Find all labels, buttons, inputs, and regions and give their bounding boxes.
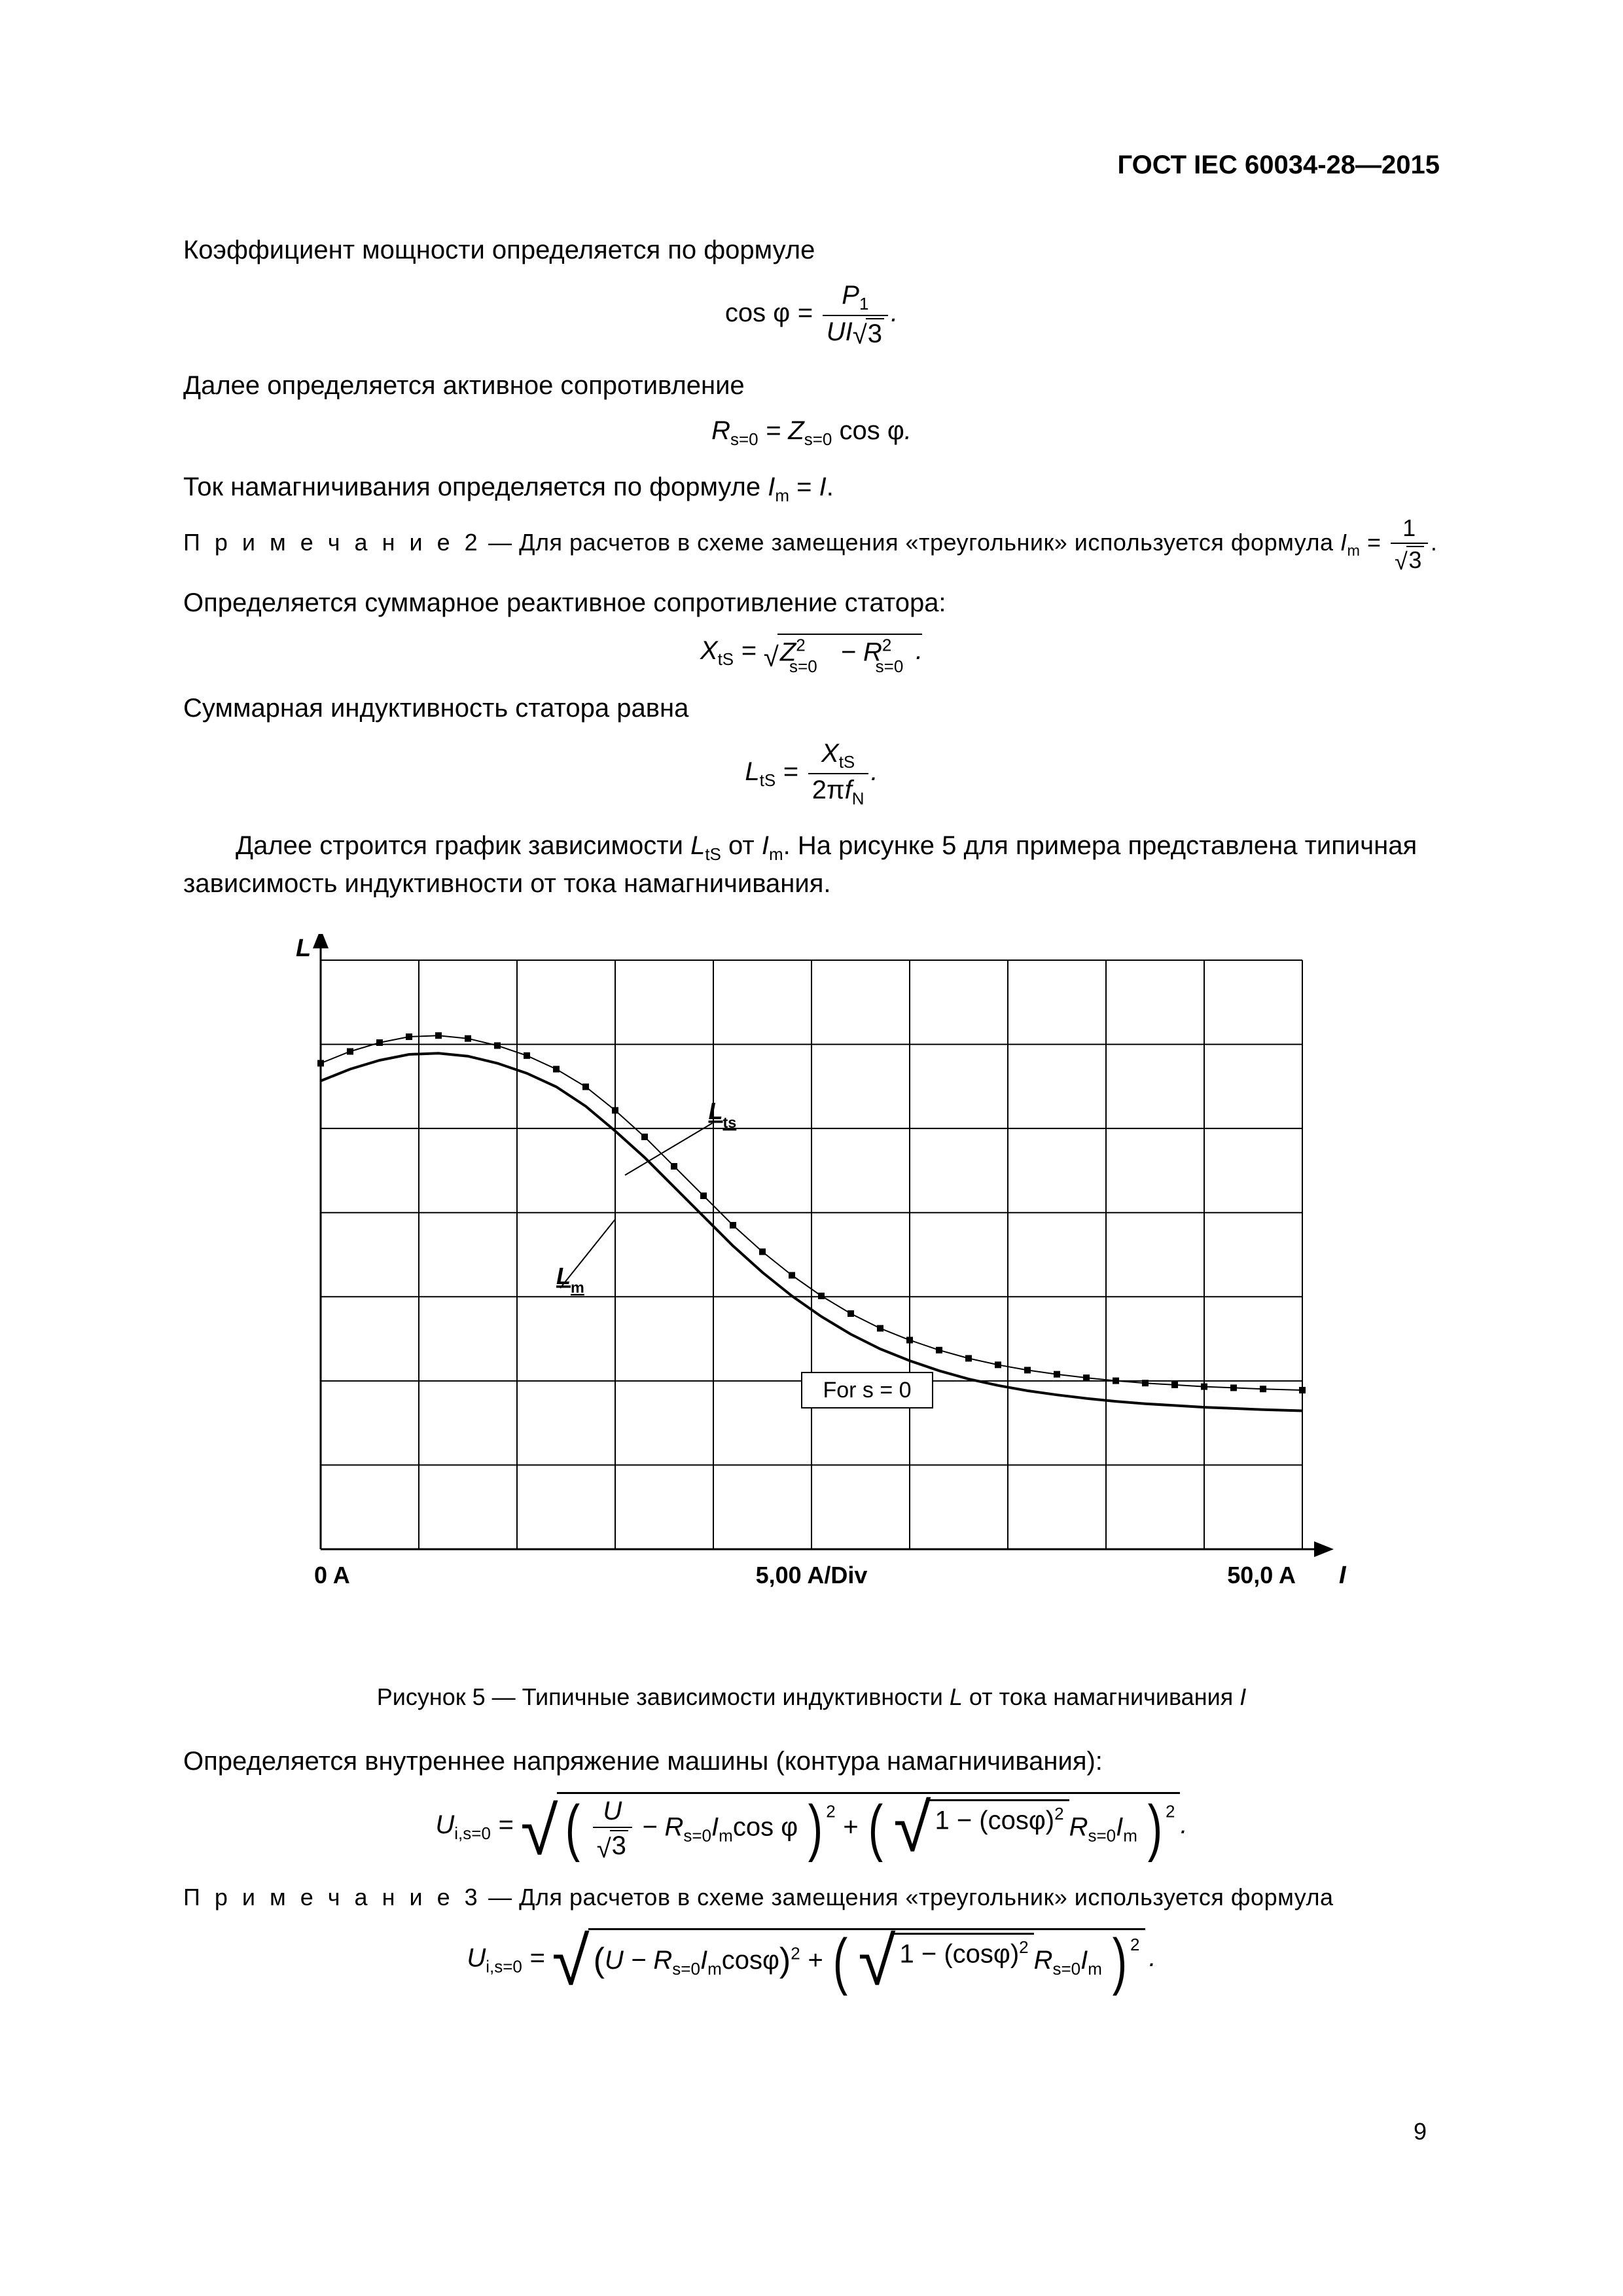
para-1: Коэффициент мощности определяется по фор… <box>183 232 1440 268</box>
note3-text: — Для расчетов в схеме замещения «треуго… <box>482 1884 1334 1910</box>
para-4: Определяется суммарное реактивное сопрот… <box>183 585 1440 620</box>
fc-b: от тока намагничивания <box>963 1683 1240 1710</box>
note2-label: П р и м е ч а н и е 2 <box>183 529 482 556</box>
fc-a: Рисунок 5 — Типичные зависимости индукти… <box>377 1683 950 1710</box>
p3b: = <box>789 473 819 501</box>
svg-text:5,00 A/Div: 5,00 A/Div <box>756 1562 868 1588</box>
svg-text:0 A: 0 A <box>314 1562 350 1588</box>
formula-Lts: LtS = XtS2πfN. <box>183 739 1440 808</box>
formula-Xts: XtS = √Z2s=0 − R2s=0. <box>183 634 1440 671</box>
page-number: 9 <box>1414 2118 1427 2145</box>
svg-text:L: L <box>296 935 311 962</box>
page-header: ГОСТ IEC 60034-28—2015 <box>183 151 1440 180</box>
note-3: П р и м е ч а н и е 3 — Для расчетов в с… <box>183 1880 1440 1915</box>
para-7: Определяется внутреннее напряжение машин… <box>183 1744 1440 1779</box>
para-2: Далее определяется активное сопротивлени… <box>183 368 1440 403</box>
note3-label: П р и м е ч а н и е 3 <box>183 1884 482 1910</box>
svg-text:50,0 A: 50,0 A <box>1227 1562 1296 1588</box>
formula-Ui-star: Ui,s=0 = √ ( U√3 − Rs=0Imcos φ )2 + ( √1… <box>183 1792 1440 1860</box>
figure-5-caption: Рисунок 5 — Типичные зависимости индукти… <box>183 1683 1440 1711</box>
p3c: . <box>827 473 834 501</box>
svg-text:For s = 0: For s = 0 <box>823 1378 911 1403</box>
formula-Ui-delta: Ui,s=0 = √ (U − Rs=0Imcosφ)2 + ( √1 − (c… <box>183 1928 1440 1990</box>
formula-cosphi: cos φ = P1UI√3. <box>183 281 1440 348</box>
svg-text:Lm: Lm <box>556 1263 584 1296</box>
p6a: Далее строится график зависимости <box>236 831 690 860</box>
svg-text:Lts: Lts <box>709 1098 737 1131</box>
para-3: Ток намагничивания определяется по форму… <box>183 469 1440 507</box>
para-5: Суммарная индуктивность статора равна <box>183 691 1440 726</box>
inductance-chart: L I 0 A 5,00 A/Div 50,0 A Lts Lm For s = 0 <box>262 934 1361 1641</box>
note-2: П р и м е ч а н и е 2 — Для расчетов в с… <box>183 515 1440 573</box>
svg-text:I: I <box>1339 1562 1347 1589</box>
para-6: Далее строится график зависимости LtS от… <box>183 828 1440 901</box>
formula-R: Rs=0 = Zs=0 cos φ. <box>183 416 1440 450</box>
p3a: Ток намагничивания определяется по форму… <box>183 473 768 501</box>
note2-text: — Для расчетов в схеме замещения «треуго… <box>482 529 1340 556</box>
p6b: от <box>721 831 762 860</box>
figure-5: L I 0 A 5,00 A/Div 50,0 A Lts Lm For s = 0 <box>262 934 1361 1644</box>
